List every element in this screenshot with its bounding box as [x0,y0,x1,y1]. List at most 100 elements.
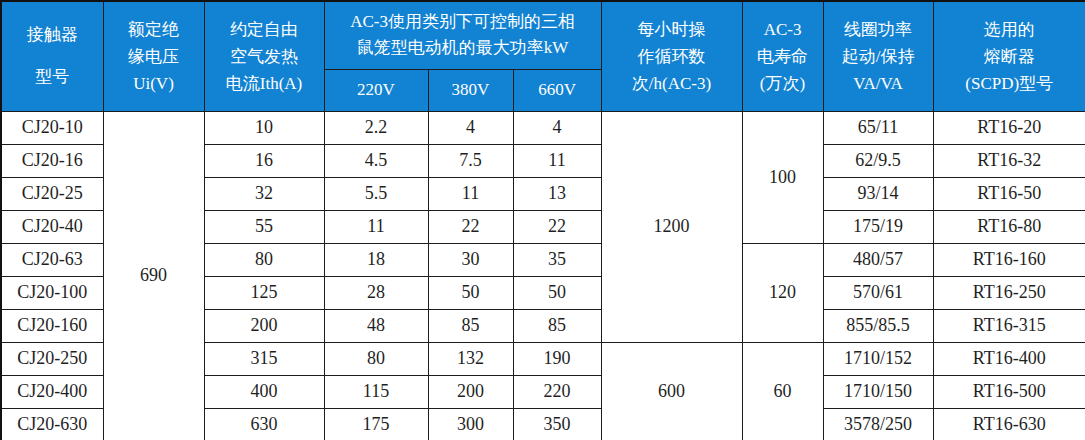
cell-power-660v: 50 [513,276,601,309]
cell-power-220v: 11 [324,210,428,243]
cell-ith: 200 [204,309,324,342]
cell-life-merged: 100 [742,111,823,243]
text-line: 熔断器 [934,43,1085,70]
cell-model: CJ20-250 [1,342,103,375]
text-line: 鼠笼型电动机的最大功率kW [325,35,601,61]
text-line: 缘电压 [104,43,204,70]
cell-power-380v: 132 [428,342,513,375]
text-line: (万次) [743,70,823,97]
cell-ith: 55 [204,210,324,243]
cell-ui-merged: 690 [103,111,204,440]
cell-power-220v: 175 [324,408,428,440]
cell-fuse-model: RT16-32 [933,144,1085,177]
cell-model: CJ20-10 [1,111,103,144]
cell-power-660v: 22 [513,210,601,243]
cell-power-660v: 11 [513,144,601,177]
cell-coil-power: 93/14 [823,177,933,210]
cell-power-220v: 4.5 [324,144,428,177]
cell-power-220v: 2.2 [324,111,428,144]
cell-ith: 315 [204,342,324,375]
text-line: (SCPD)型号 [934,70,1085,97]
cell-coil-power: 855/85.5 [823,309,933,342]
cell-coil-power: 3578/250 [823,408,933,440]
cell-life-merged: 120 [742,243,823,342]
header-voltage-380v: 380V [428,69,513,111]
contactor-spec-table: 接触器 型号 额定绝 缘电压 Ui(V) 约定自由 空气发热 电流Ith(A) … [0,0,1085,440]
text-line: AC-3使用类别下可控制的三相 [325,9,601,35]
cell-fuse-model: RT16-160 [933,243,1085,276]
cell-coil-power: 1710/152 [823,342,933,375]
cell-ith: 630 [204,408,324,440]
header-rated-insulation-voltage: 额定绝 缘电压 Ui(V) [103,1,204,111]
cell-power-380v: 30 [428,243,513,276]
cell-model: CJ20-400 [1,375,103,408]
cell-fuse-model: RT16-630 [933,408,1085,440]
cell-fuse-model: RT16-20 [933,111,1085,144]
cell-cycles-merged: 1200 [601,111,742,342]
text-line: 电寿命 [743,43,823,70]
header-ac3-electrical-life: AC-3 电寿命 (万次) [742,1,823,111]
text-line: Ui(V) [104,70,204,97]
table-row: CJ20-10 690 10 2.2 4 4 1200 100 65/11 RT… [1,111,1085,144]
cell-fuse-model: RT16-315 [933,309,1085,342]
header-operating-cycles-per-hour: 每小时操 作循环数 次/h(AC-3) [601,1,742,111]
text-line: 约定自由 [205,16,324,43]
cell-power-380v: 4 [428,111,513,144]
cell-coil-power: 62/9.5 [823,144,933,177]
cell-power-220v: 18 [324,243,428,276]
text-line: VA/VA [824,70,933,97]
cell-ith: 16 [204,144,324,177]
cell-power-380v: 7.5 [428,144,513,177]
cell-fuse-model: RT16-50 [933,177,1085,210]
cell-ith: 125 [204,276,324,309]
text-line: 次/h(AC-3) [602,70,742,97]
cell-model: CJ20-100 [1,276,103,309]
cell-power-660v: 85 [513,309,601,342]
cell-coil-power: 480/57 [823,243,933,276]
text-line: 作循环数 [602,43,742,70]
cell-coil-power: 65/11 [823,111,933,144]
cell-power-380v: 300 [428,408,513,440]
cell-power-380v: 50 [428,276,513,309]
cell-power-660v: 350 [513,408,601,440]
text-line: 每小时操 [602,16,742,43]
cell-power-660v: 190 [513,342,601,375]
text-line: 接触器 [2,14,103,56]
cell-power-660v: 35 [513,243,601,276]
cell-life-merged: 60 [742,342,823,440]
text-line: 选用的 [934,16,1085,43]
header-coil-power: 线圈功率 起动/保持 VA/VA [823,1,933,111]
cell-model: CJ20-160 [1,309,103,342]
cell-power-660v: 4 [513,111,601,144]
header-voltage-220v: 220V [324,69,428,111]
header-ac3-max-motor-power-group: AC-3使用类别下可控制的三相 鼠笼型电动机的最大功率kW [324,1,601,69]
cell-ith: 80 [204,243,324,276]
cell-fuse-model: RT16-400 [933,342,1085,375]
cell-ith: 32 [204,177,324,210]
text-line: 电流Ith(A) [205,70,324,97]
cell-fuse-model: RT16-250 [933,276,1085,309]
text-line: 线圈功率 [824,16,933,43]
cell-fuse-model: RT16-500 [933,375,1085,408]
cell-coil-power: 570/61 [823,276,933,309]
header-conventional-thermal-current: 约定自由 空气发热 电流Ith(A) [204,1,324,111]
cell-model: CJ20-630 [1,408,103,440]
cell-power-380v: 200 [428,375,513,408]
cell-power-660v: 13 [513,177,601,210]
cell-ith: 10 [204,111,324,144]
cell-ith: 400 [204,375,324,408]
cell-power-380v: 11 [428,177,513,210]
cell-power-380v: 22 [428,210,513,243]
cell-model: CJ20-63 [1,243,103,276]
cell-model: CJ20-40 [1,210,103,243]
cell-model: CJ20-16 [1,144,103,177]
cell-power-220v: 115 [324,375,428,408]
text-line: 额定绝 [104,16,204,43]
header-voltage-660v: 660V [513,69,601,111]
cell-power-380v: 85 [428,309,513,342]
text-line: 型号 [2,56,103,98]
cell-power-220v: 80 [324,342,428,375]
text-line: AC-3 [743,16,823,43]
header-recommended-fuse: 选用的 熔断器 (SCPD)型号 [933,1,1085,111]
cell-power-660v: 220 [513,375,601,408]
